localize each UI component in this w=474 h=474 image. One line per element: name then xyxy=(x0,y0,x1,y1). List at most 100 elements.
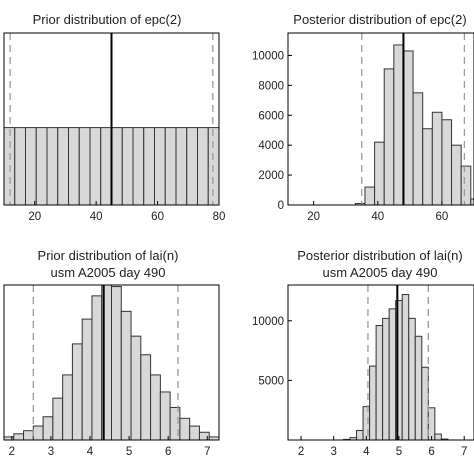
histogram-bar xyxy=(100,127,112,206)
x-tick-label: 20 xyxy=(307,211,320,223)
y-tick-label: 0 xyxy=(278,200,284,212)
histogram-bar xyxy=(189,425,200,441)
histogram-bar xyxy=(111,127,123,206)
chart-title: Prior distribution of lai(n) xyxy=(38,248,179,263)
histogram-bar xyxy=(197,127,209,206)
plot-area: 2 3 4 5 6 7 xyxy=(3,284,220,458)
chart-title: Posterior distribution of epc(2) xyxy=(293,12,466,27)
histogram-bar xyxy=(421,366,429,441)
histogram-bar xyxy=(121,127,134,206)
x-tick-label: 5 xyxy=(396,446,402,458)
histogram-bar xyxy=(130,335,142,441)
histogram-bar xyxy=(470,198,474,206)
x-tick-label: 7 xyxy=(461,446,467,458)
axes-frame xyxy=(3,284,220,441)
histogram-bar xyxy=(393,44,404,206)
histogram-bar xyxy=(150,374,161,441)
x-tick-label: 40 xyxy=(90,211,103,223)
x-tick-label: 3 xyxy=(48,446,54,458)
x-tick-label: 2 xyxy=(298,446,304,458)
histogram-bar xyxy=(369,365,377,441)
axes-frame xyxy=(3,32,220,206)
histogram-bar xyxy=(441,119,453,206)
x-tick-label: 20 xyxy=(28,211,41,223)
x-tick-label: 4 xyxy=(363,446,370,458)
axes-frame xyxy=(287,284,474,441)
x-tick-label: 5 xyxy=(126,446,132,458)
x-tick-label: 60 xyxy=(151,211,164,223)
histogram-bar xyxy=(143,127,155,206)
x-tick-label: 4 xyxy=(87,446,94,458)
histogram-bar xyxy=(401,294,410,441)
x-tick-label: 80 xyxy=(213,211,226,223)
histogram-bar xyxy=(414,335,423,441)
x-tick-label: 2 xyxy=(9,446,15,458)
y-tick-label: 5000 xyxy=(258,375,284,387)
chart-subtitle: usm A2005 day 490 xyxy=(323,265,438,280)
histogram-bar xyxy=(13,433,25,441)
histogram-bar xyxy=(46,127,59,206)
histogram-bar xyxy=(68,127,80,206)
histogram-bar xyxy=(140,354,152,441)
histogram-bar xyxy=(382,317,390,441)
histogram-bar xyxy=(159,391,171,441)
x-tick-label: 6 xyxy=(428,446,434,458)
plot-area: 20 40 60 0 2000 4000 6000 8000 10000 xyxy=(252,32,474,223)
x-tick-label: 40 xyxy=(371,211,384,223)
histogram-bar xyxy=(154,127,166,206)
histogram-bar xyxy=(23,430,34,441)
histogram-bar xyxy=(364,186,376,206)
chart-title: Posterior distribution of lai(n) xyxy=(297,248,462,263)
histogram-bar xyxy=(412,92,424,206)
histogram-bar xyxy=(57,127,69,206)
histogram-bar xyxy=(402,50,414,206)
plot-area: 20 40 60 80 xyxy=(3,32,226,223)
panel-prior-epc2: Prior distribution of epc(2) 20 40 60 80 xyxy=(3,12,226,223)
x-tick-label: 3 xyxy=(330,446,336,458)
panel-posterior-lai: Posterior distribution of lai(n) usm A20… xyxy=(252,248,474,458)
histogram-bar xyxy=(207,127,220,206)
histogram-bar xyxy=(356,429,364,441)
axes-frame xyxy=(287,32,474,206)
histogram-bar xyxy=(89,127,102,206)
histogram-bar xyxy=(374,141,385,206)
panel-posterior-epc2: Posterior distribution of epc(2) 20 40 600… xyxy=(252,12,474,223)
y-tick-label: 2000 xyxy=(258,170,284,182)
histogram-bar xyxy=(451,144,462,206)
panel-prior-lai: Prior distribution of lai(n) usm A2005 d… xyxy=(3,248,220,458)
chart-subtitle: usm A2005 day 490 xyxy=(51,265,166,280)
y-tick-label: 10000 xyxy=(252,316,284,328)
histogram-bar xyxy=(186,127,198,206)
x-tick-label: 60 xyxy=(436,211,449,223)
x-tick-label: 6 xyxy=(165,446,171,458)
histogram-bar xyxy=(32,425,44,441)
histogram-bar xyxy=(91,295,103,441)
plot-area: 2 3 4 5 6 7 5000 10000 xyxy=(252,284,474,458)
y-tick-label: 8000 xyxy=(258,80,284,92)
y-tick-label: 4000 xyxy=(258,140,284,152)
histogram-bar xyxy=(120,310,132,441)
histogram-bar xyxy=(14,127,26,206)
y-tick-label: 6000 xyxy=(258,110,284,122)
histogram-bar xyxy=(111,286,122,441)
histogram-bar xyxy=(408,317,416,441)
y-tick-label: 10000 xyxy=(252,50,284,62)
histogram-bar xyxy=(460,165,472,206)
histogram-bar xyxy=(3,127,16,206)
histogram-bar xyxy=(35,127,48,206)
histogram-bar xyxy=(422,128,433,206)
histogram-bar xyxy=(71,343,83,441)
x-tick-label: 7 xyxy=(204,446,210,458)
histogram-bar xyxy=(78,127,91,206)
histogram-bar xyxy=(81,318,93,441)
histogram-bar xyxy=(375,325,384,441)
histogram-bar xyxy=(362,406,371,441)
histogram-bar xyxy=(25,127,37,206)
histogram-bar xyxy=(62,374,73,441)
histogram-bar xyxy=(383,68,395,206)
histogram-bar xyxy=(388,308,397,441)
histogram-bar xyxy=(427,407,436,441)
histogram-bar xyxy=(52,397,64,441)
histogram-bar xyxy=(175,127,188,206)
